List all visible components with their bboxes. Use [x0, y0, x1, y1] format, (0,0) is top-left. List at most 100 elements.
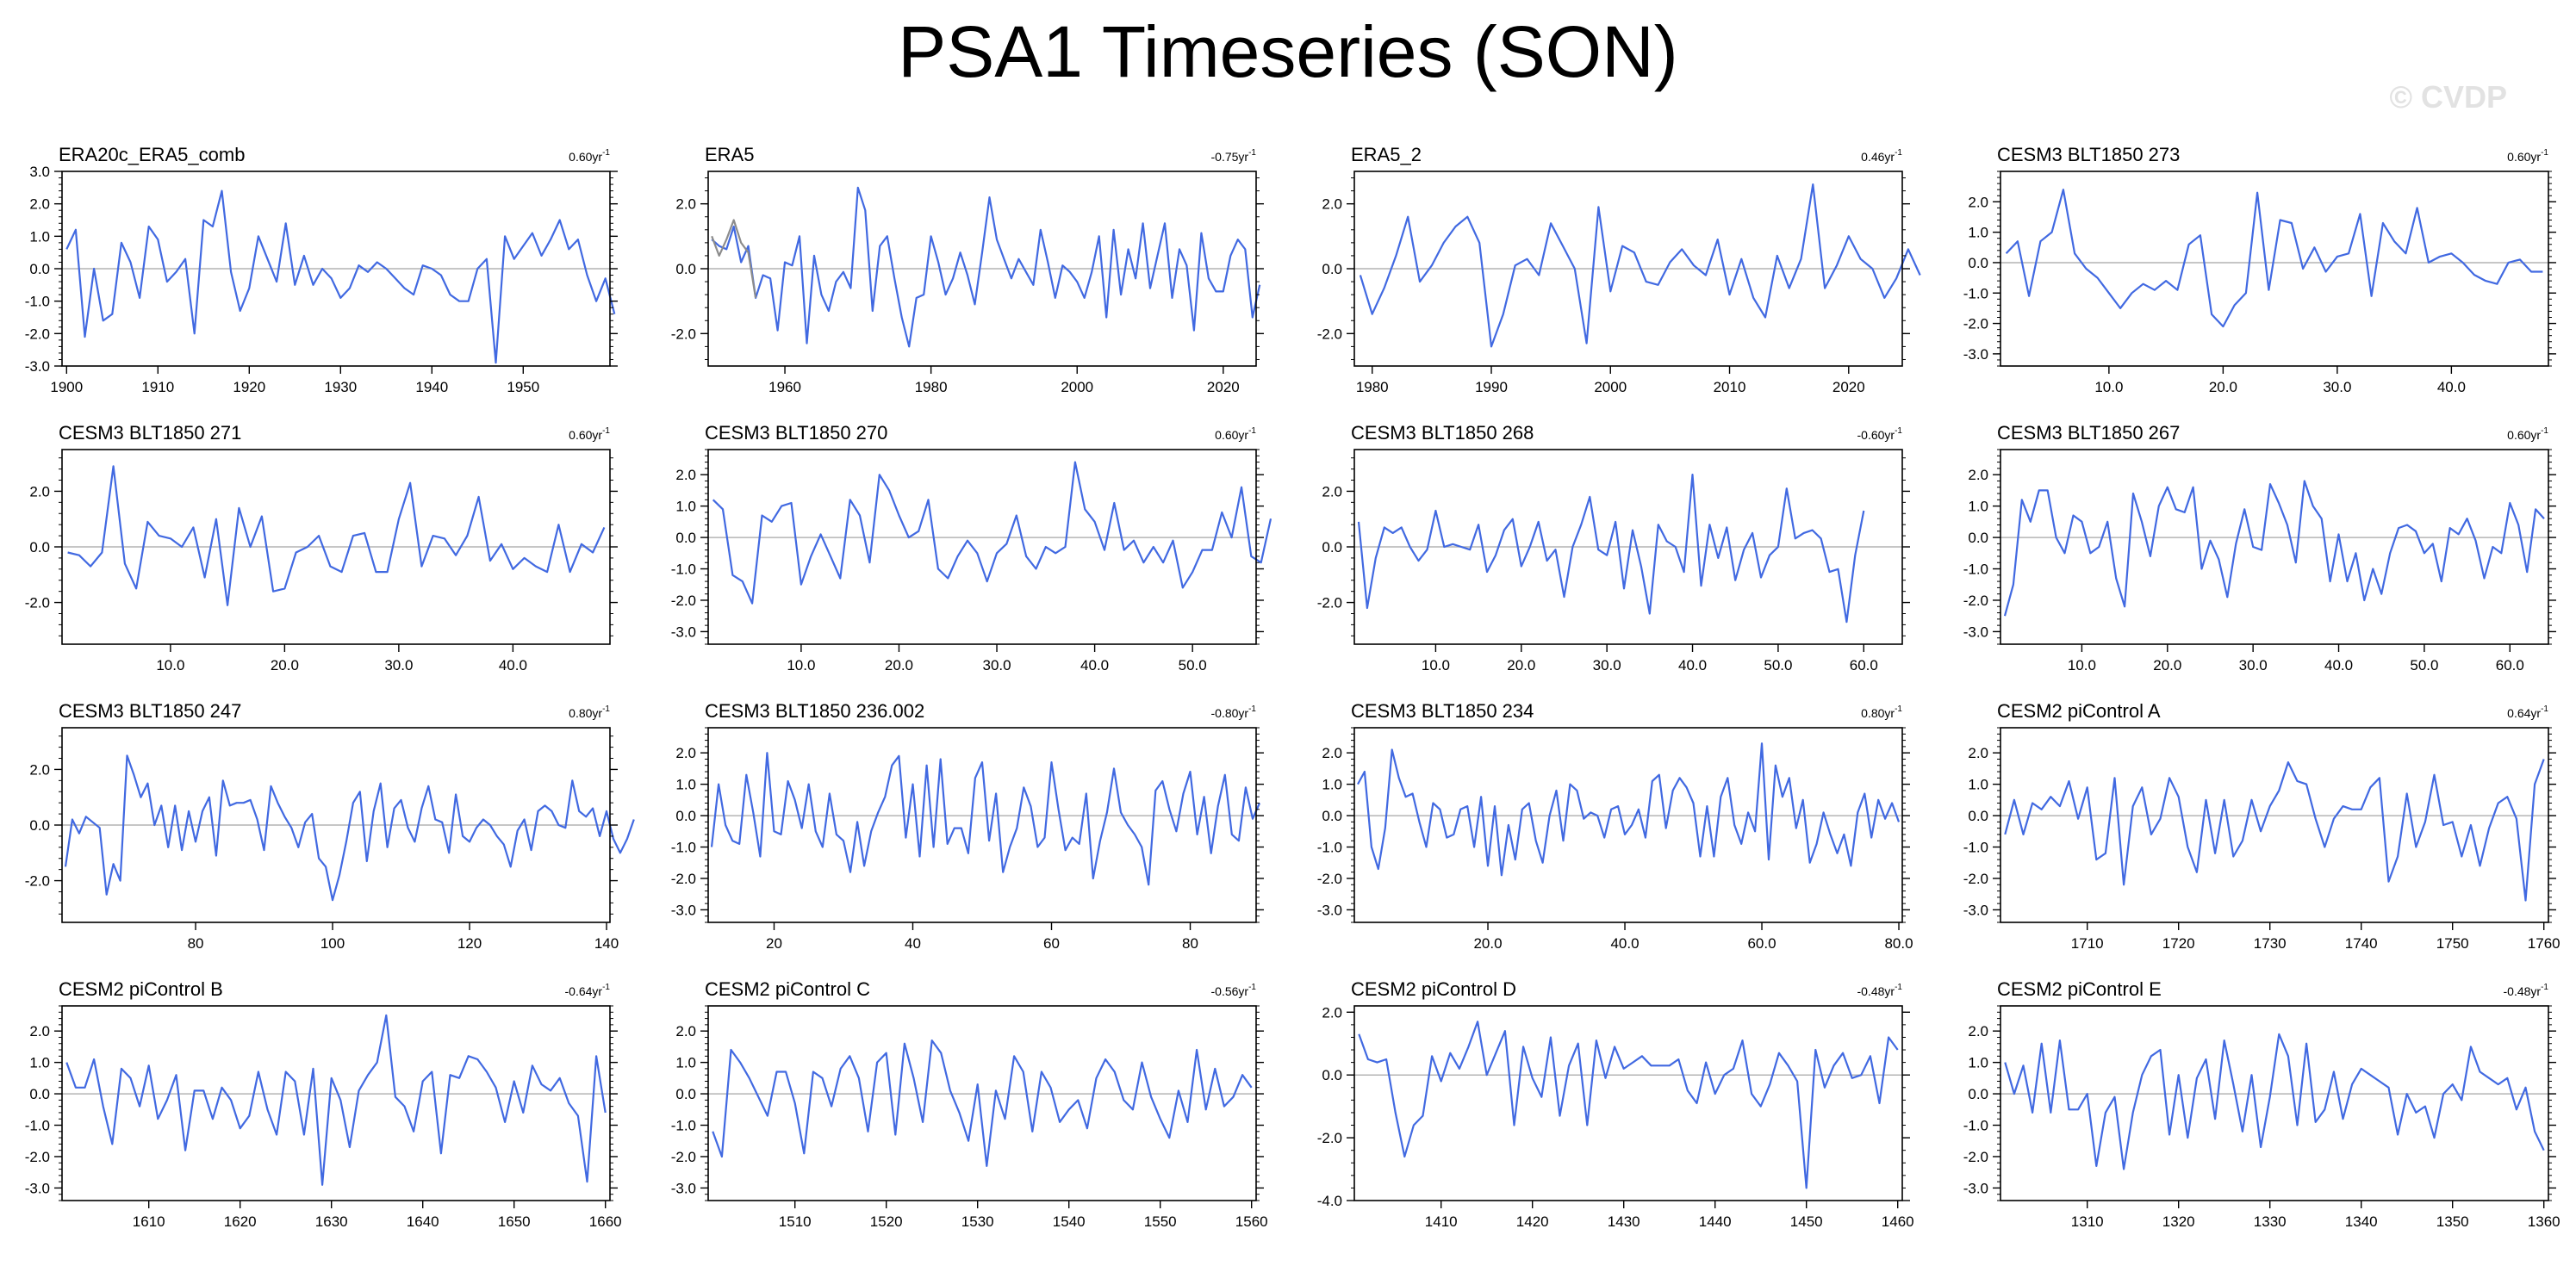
plot-frame [707, 449, 1257, 645]
y-tick-label: 1.0 [29, 228, 50, 245]
x-tick-label: 80.0 [1884, 935, 1913, 952]
x-tick-label: 40.0 [2437, 379, 2466, 395]
y-tick-label: 0.0 [29, 539, 50, 555]
panel-title: CESM2 piControl D [1351, 978, 1516, 1000]
x-tick-label: 20 [766, 935, 782, 952]
y-tick-label: 0.0 [1322, 1067, 1342, 1083]
x-tick-label: 1420 [1516, 1213, 1549, 1230]
series-line [2005, 189, 2543, 328]
panel-11: -3.0 -2.0 -1.0 0.0 1.0 2.0 1710 1720 1730 1740 175… [1963, 700, 2560, 952]
y-tick-label: -1.0 [671, 1118, 696, 1134]
y-tick-label: 2.0 [1968, 745, 1988, 761]
y-tick-label: -3.0 [25, 358, 50, 375]
x-tick-label: 1410 [1425, 1213, 1458, 1230]
x-tick-label: 1530 [961, 1213, 994, 1230]
x-tick-label: 40.0 [1678, 657, 1707, 673]
panel-0: -3.0 -2.0 -1.0 0.0 1.0 2.0 3.0 1900 1910 1920 1930… [25, 144, 618, 395]
y-tick-label: 1.0 [29, 1055, 50, 1071]
panel-title: CESM3 BLT1850 267 [1997, 422, 2180, 444]
panel-title: CESM3 BLT1850 273 [1997, 144, 2180, 165]
panel-title: CESM3 BLT1850 247 [59, 700, 241, 722]
panel-7: -3.0 -2.0 -1.0 0.0 1.0 2.0 10.0 20.0 30.0 40.0 50.… [1963, 422, 2556, 673]
y-tick-label: -2.0 [1317, 326, 1342, 342]
x-tick-label: 1310 [2071, 1213, 2104, 1230]
panel-title: CESM2 piControl E [1997, 978, 2162, 1000]
y-tick-label: -2.0 [671, 326, 696, 342]
y-tick-label: -1.0 [1963, 1118, 1988, 1134]
trend-exponent: -1 [2541, 148, 2548, 158]
x-tick-label: 1740 [2345, 935, 2378, 952]
panel-title: CESM3 BLT1850 236.002 [705, 700, 924, 722]
x-tick-label: 80 [1182, 935, 1198, 952]
x-tick-label: 1920 [233, 379, 265, 395]
x-tick-label: 1760 [2528, 935, 2560, 952]
x-tick-label: 1360 [2528, 1213, 2560, 1230]
y-tick-label: 1.0 [1968, 499, 1988, 515]
trend-exponent: -1 [2541, 426, 2548, 436]
y-tick-label: -1.0 [671, 562, 696, 578]
y-tick-label: 0.0 [1322, 261, 1342, 277]
x-tick-label: 1320 [2162, 1213, 2195, 1230]
trend-label: 0.60yr-1 [1215, 426, 1256, 442]
trend-label: 0.60yr-1 [2507, 148, 2548, 164]
x-tick-label: 2020 [1207, 379, 1240, 395]
y-tick-label: 2.0 [29, 196, 50, 213]
series-line [1358, 1021, 1899, 1189]
y-tick-label: -3.0 [671, 902, 696, 918]
trend-exponent: -1 [1895, 983, 1902, 992]
x-tick-label: 50.0 [1179, 657, 1207, 673]
y-tick-label: 0.0 [675, 261, 696, 277]
y-tick-label: -2.0 [671, 1149, 696, 1165]
x-tick-label: 100 [320, 935, 345, 952]
y-tick-label: 1.0 [1968, 225, 1988, 241]
trend-exponent: -1 [1248, 426, 1256, 436]
x-tick-label: 10.0 [787, 657, 815, 673]
y-tick-label: 0.0 [29, 817, 50, 834]
trend-label: -0.64yr-1 [565, 983, 611, 998]
x-tick-label: 1350 [2436, 1213, 2469, 1230]
x-tick-label: 1710 [2071, 935, 2104, 952]
y-tick-label: 2.0 [1322, 196, 1342, 213]
panel-12: -3.0 -2.0 -1.0 0.0 1.0 2.0 1610 1620 1630 1640 165… [25, 978, 622, 1230]
y-tick-label: -2.0 [1963, 871, 1988, 887]
y-tick-label: -2.0 [25, 326, 50, 342]
series-line [65, 1014, 607, 1186]
y-tick-label: -2.0 [671, 871, 696, 887]
x-tick-label: 20.0 [1507, 657, 1535, 673]
y-tick-label: 0.0 [1968, 530, 1988, 546]
x-tick-label: 120 [457, 935, 482, 952]
y-tick-label: 0.0 [29, 1086, 50, 1102]
series-line [711, 186, 1261, 348]
panel-5: -3.0 -2.0 -1.0 0.0 1.0 2.0 10.0 20.0 30.0 40.0 50.… [671, 422, 1272, 673]
x-tick-label: 1620 [224, 1213, 257, 1230]
series-line [2004, 1033, 2545, 1170]
panel-title: CESM3 BLT1850 271 [59, 422, 241, 444]
x-tick-label: 1640 [407, 1213, 439, 1230]
panel-6: -2.0 0.0 2.0 10.0 20.0 30.0 40.0 50.0 60.0 CESM3 … [1317, 422, 1910, 673]
panel-1: -2.0 0.0 2.0 1960 1980 2000 2020 ERA5 -0.75yr-1 [671, 144, 1264, 395]
y-tick-label: -2.0 [1317, 871, 1342, 887]
y-tick-label: -1.0 [1963, 562, 1988, 578]
x-tick-label: 20.0 [1473, 935, 1502, 952]
y-tick-label: 2.0 [675, 1023, 696, 1039]
x-tick-label: 1980 [1356, 379, 1389, 395]
y-tick-label: -1.0 [1963, 285, 1988, 301]
x-tick-label: 1430 [1608, 1213, 1640, 1230]
y-tick-label: 0.0 [1322, 539, 1342, 555]
x-tick-label: 1520 [870, 1213, 903, 1230]
series-line [2004, 759, 2545, 902]
y-tick-label: -3.0 [1963, 624, 1988, 640]
panel-title: CESM2 piControl A [1997, 700, 2161, 722]
panel-9: -3.0 -2.0 -1.0 0.0 1.0 2.0 20 40 60 80 CESM3 BLT18… [671, 700, 1264, 952]
y-tick-label: 2.0 [675, 745, 696, 761]
x-tick-label: 1560 [1235, 1213, 1268, 1230]
y-tick-label: 0.0 [1968, 1086, 1988, 1102]
x-tick-label: 40 [905, 935, 921, 952]
x-tick-label: 1960 [768, 379, 801, 395]
x-tick-label: 1750 [2436, 935, 2469, 952]
page-title: PSA1 Timeseries (SON) [898, 11, 1678, 92]
x-tick-label: 40.0 [1610, 935, 1639, 952]
trend-exponent: -1 [602, 983, 610, 992]
y-tick-label: -3.0 [25, 1180, 50, 1196]
y-tick-label: 1.0 [675, 499, 696, 515]
